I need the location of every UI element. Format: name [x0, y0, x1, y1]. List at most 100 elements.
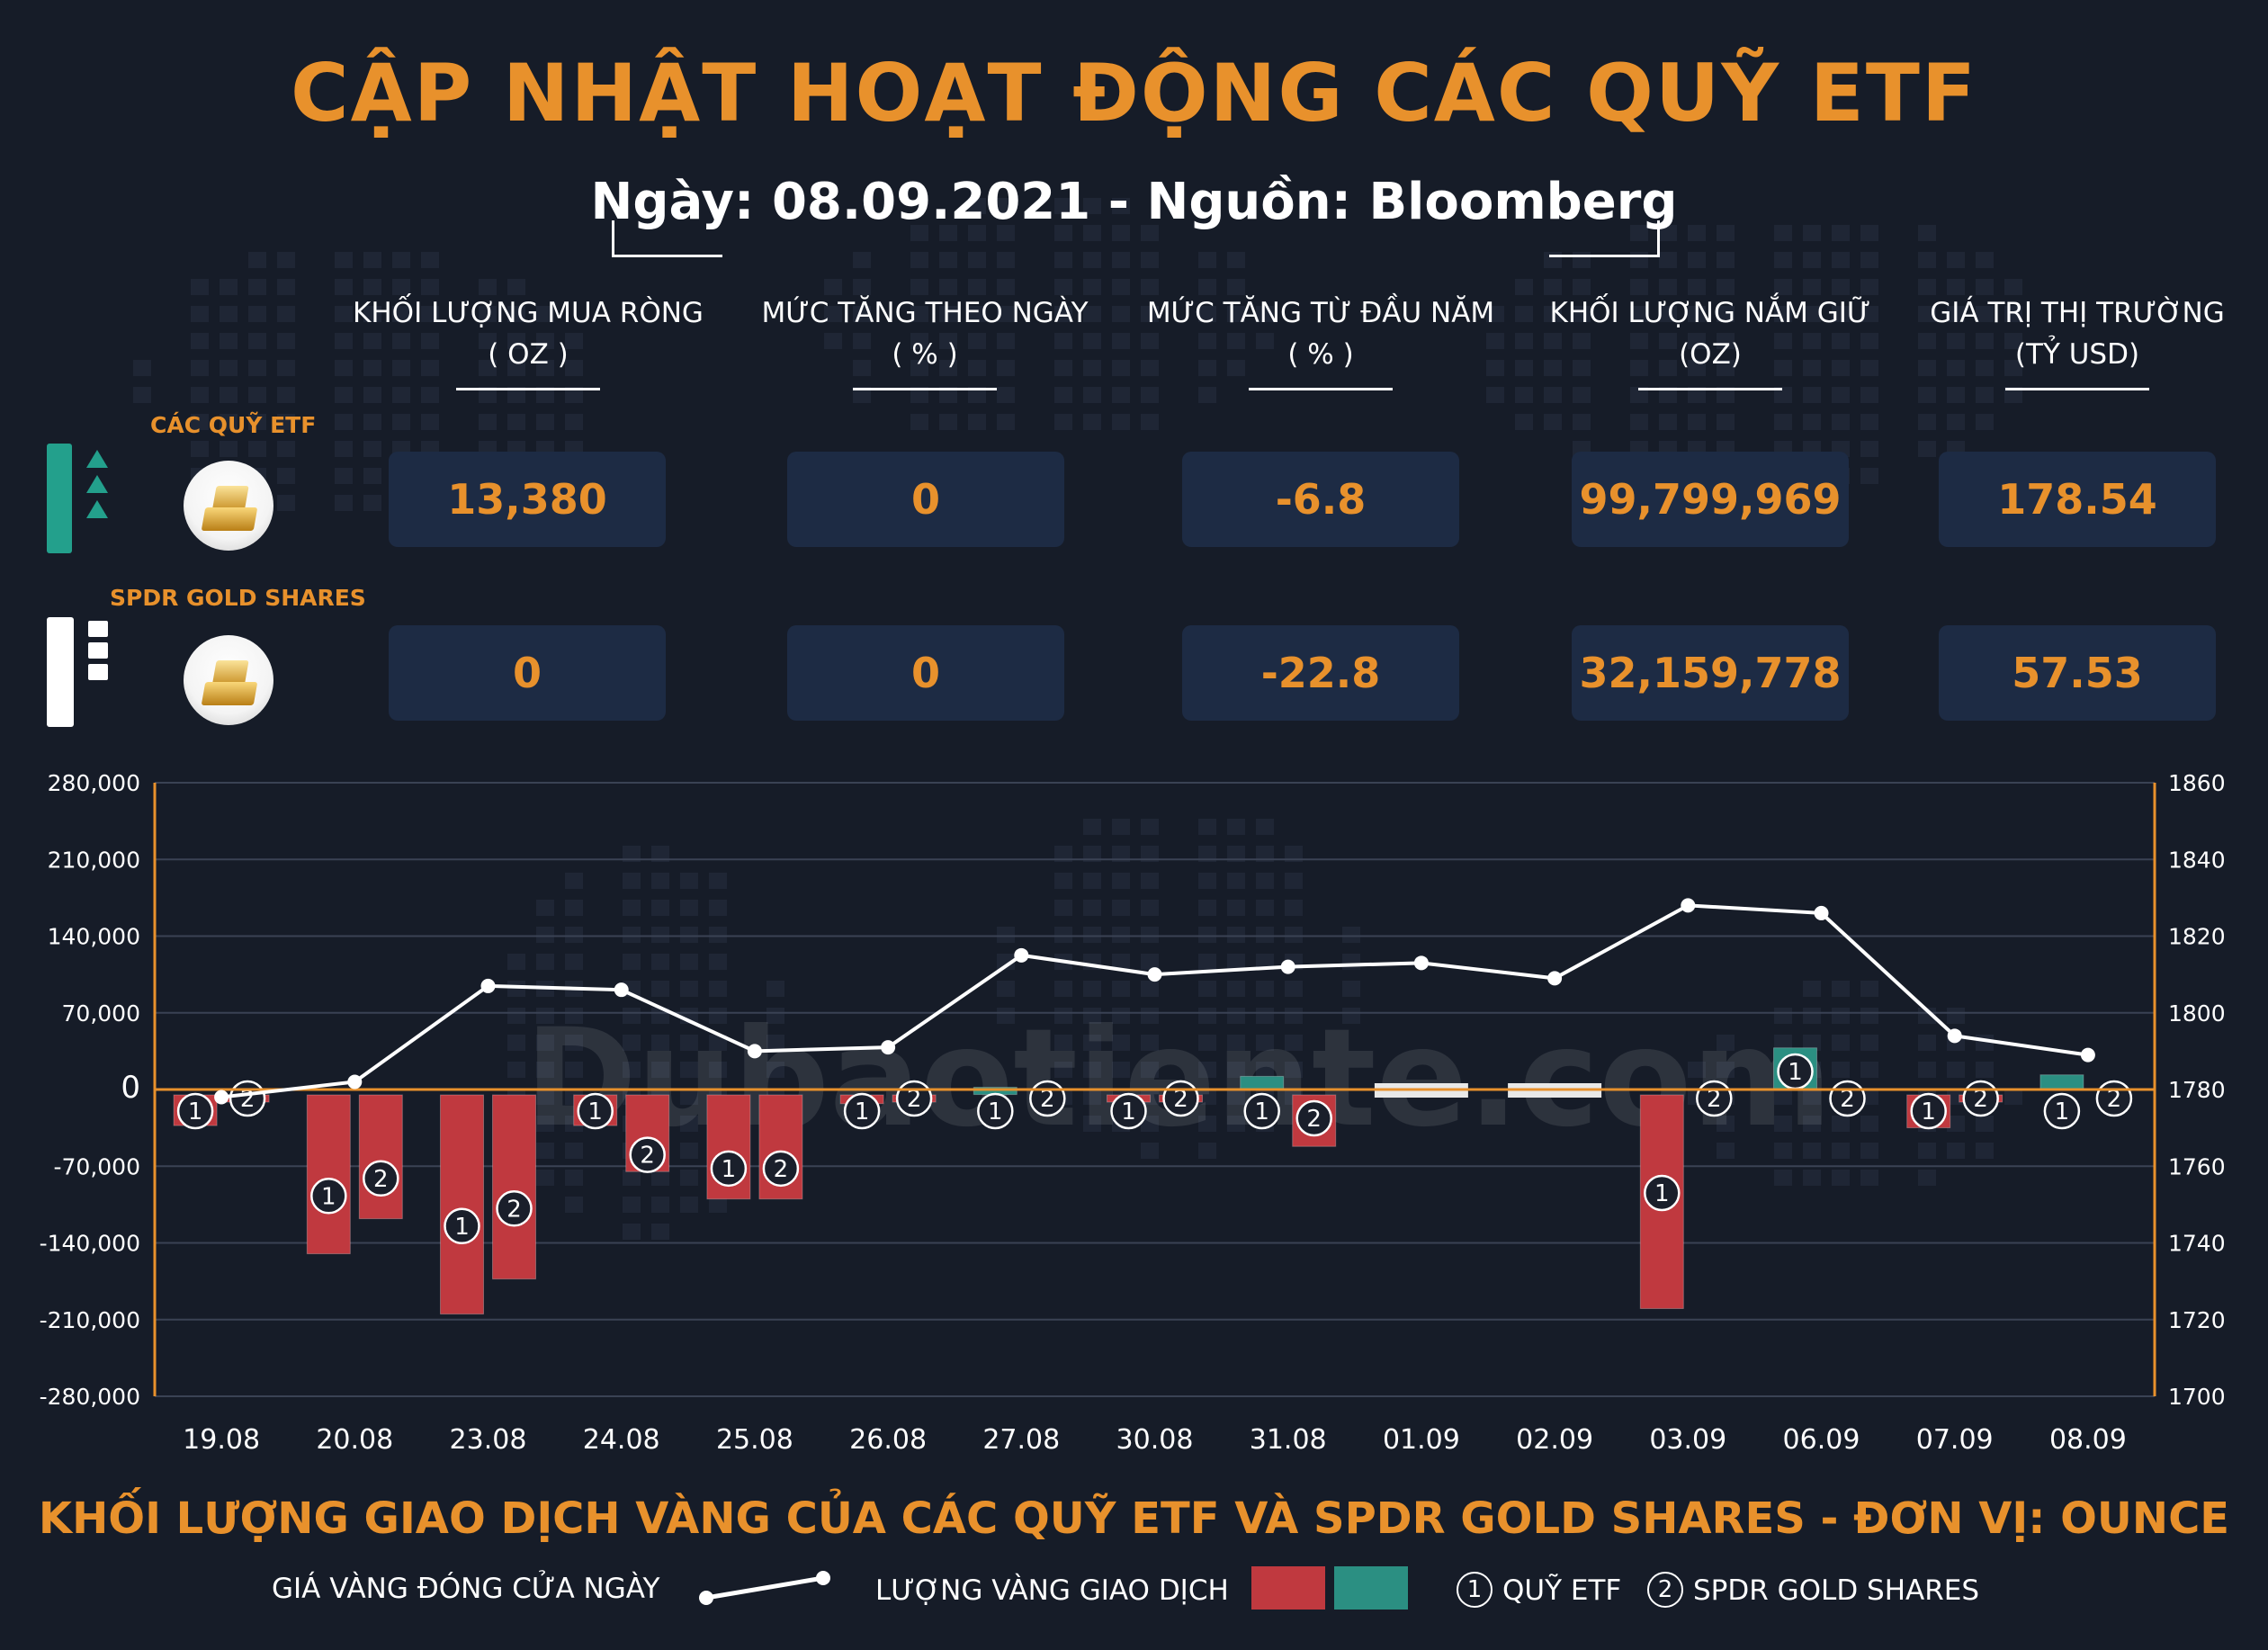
map-dot — [623, 927, 641, 943]
map-dot — [1198, 954, 1216, 970]
map-dot — [536, 954, 554, 970]
map-dot — [1054, 225, 1072, 241]
map-dot — [1141, 981, 1159, 997]
y-left-tick-label: -70,000 — [54, 1153, 141, 1179]
map-dot — [335, 252, 353, 268]
map-dot — [565, 1062, 583, 1078]
map-dot — [1630, 279, 1648, 295]
svg-text:1: 1 — [321, 1183, 336, 1210]
map-dot — [1141, 1035, 1159, 1051]
map-dot — [680, 1035, 698, 1051]
page-title: CẬP NHẬT HOẠT ĐỘNG CÁC QUỸ ETF — [291, 47, 1977, 139]
gold-price-point — [1147, 967, 1162, 982]
map-dot — [507, 387, 525, 403]
etf-holdings: 99,799,969 — [1572, 452, 1849, 547]
map-dot — [709, 1062, 727, 1078]
map-dot — [1832, 1116, 1850, 1132]
map-dot — [2004, 387, 2022, 403]
marker-spdr-icon: 2 — [363, 1160, 399, 1197]
map-dot — [1717, 360, 1735, 376]
map-dot — [1083, 1089, 1101, 1105]
map-dot — [1688, 279, 1706, 295]
x-tick-label: 02.09 — [1516, 1424, 1593, 1456]
map-dot — [2004, 1089, 2022, 1105]
map-dot — [1054, 198, 1072, 214]
y-right-tick-label: 1800 — [2168, 1000, 2226, 1027]
map-dot — [997, 333, 1015, 349]
map-dot — [1659, 225, 1677, 241]
map-dot — [1918, 441, 1936, 457]
map-dot — [1832, 1008, 1850, 1024]
column-header-daily-change: MỨC TĂNG THEO NGÀY ( % ) — [731, 292, 1118, 390]
map-dot — [1947, 414, 1965, 430]
map-dot — [1054, 981, 1072, 997]
map-dot — [1486, 306, 1504, 322]
marker-spdr-icon: 2 — [496, 1190, 533, 1227]
map-dot — [680, 1116, 698, 1132]
map-dot — [623, 846, 641, 862]
map-dot — [1054, 846, 1072, 862]
map-dot — [536, 1035, 554, 1051]
map-dot — [1256, 900, 1274, 916]
map-dot — [1112, 252, 1130, 268]
gold-price-point — [614, 982, 629, 998]
map-dot — [1717, 1143, 1735, 1159]
map-dot — [1832, 1170, 1850, 1186]
map-dot — [1141, 1008, 1159, 1024]
map-dot — [1227, 900, 1245, 916]
map-dot — [623, 873, 641, 889]
map-dot — [1112, 333, 1130, 349]
map-dot — [1112, 306, 1130, 322]
map-dot — [1342, 1008, 1360, 1024]
x-tick-label: 27.08 — [982, 1424, 1060, 1456]
map-dot — [1083, 414, 1101, 430]
map-dot — [220, 279, 238, 295]
map-dot — [479, 306, 497, 322]
spdr-holdings: 32,159,778 — [1572, 625, 1849, 721]
x-tick-label: 25.08 — [716, 1424, 793, 1456]
map-dot — [479, 387, 497, 403]
map-dot — [1083, 1035, 1101, 1051]
map-dot — [1227, 1116, 1245, 1132]
map-dot — [565, 900, 583, 916]
map-dot — [1227, 1062, 1245, 1078]
map-dot — [536, 900, 554, 916]
column-underline — [1249, 388, 1393, 390]
column-header-unit: ( % ) — [892, 338, 958, 371]
svg-text:1: 1 — [722, 1156, 737, 1183]
map-dot — [335, 495, 353, 511]
map-dot — [1054, 873, 1072, 889]
map-dot — [1342, 981, 1360, 997]
map-dot — [997, 1008, 1015, 1024]
map-dot — [1112, 225, 1130, 241]
map-dot — [1918, 1143, 1936, 1159]
map-dot — [1947, 252, 1965, 268]
column-underline — [1638, 388, 1782, 390]
map-dot — [968, 252, 986, 268]
map-dot — [1227, 333, 1245, 349]
map-dot — [1630, 360, 1648, 376]
map-dot — [651, 927, 669, 943]
gold-price-point — [1547, 971, 1563, 986]
map-dot — [1544, 333, 1562, 349]
svg-text:1: 1 — [188, 1099, 203, 1125]
map-dot — [1342, 927, 1360, 943]
map-dot — [1256, 819, 1274, 835]
gold-price-point — [214, 1090, 229, 1105]
svg-text:1: 1 — [1254, 1099, 1269, 1125]
map-dot — [1976, 306, 1994, 322]
map-dot — [1717, 414, 1735, 430]
map-dot — [968, 306, 986, 322]
map-dot — [1083, 1062, 1101, 1078]
y-left-tick-label: -280,000 — [40, 1384, 140, 1410]
map-dot — [910, 333, 928, 349]
map-dot — [220, 441, 238, 457]
marker-quy-etf-icon: 1 — [710, 1150, 748, 1188]
map-dot — [651, 1062, 669, 1078]
map-dot — [507, 1008, 525, 1024]
map-dot — [565, 1035, 583, 1051]
map-dot — [1544, 279, 1562, 295]
svg-text:1: 1 — [454, 1214, 470, 1241]
map-dot — [1227, 279, 1245, 295]
map-dot — [1803, 1008, 1821, 1024]
